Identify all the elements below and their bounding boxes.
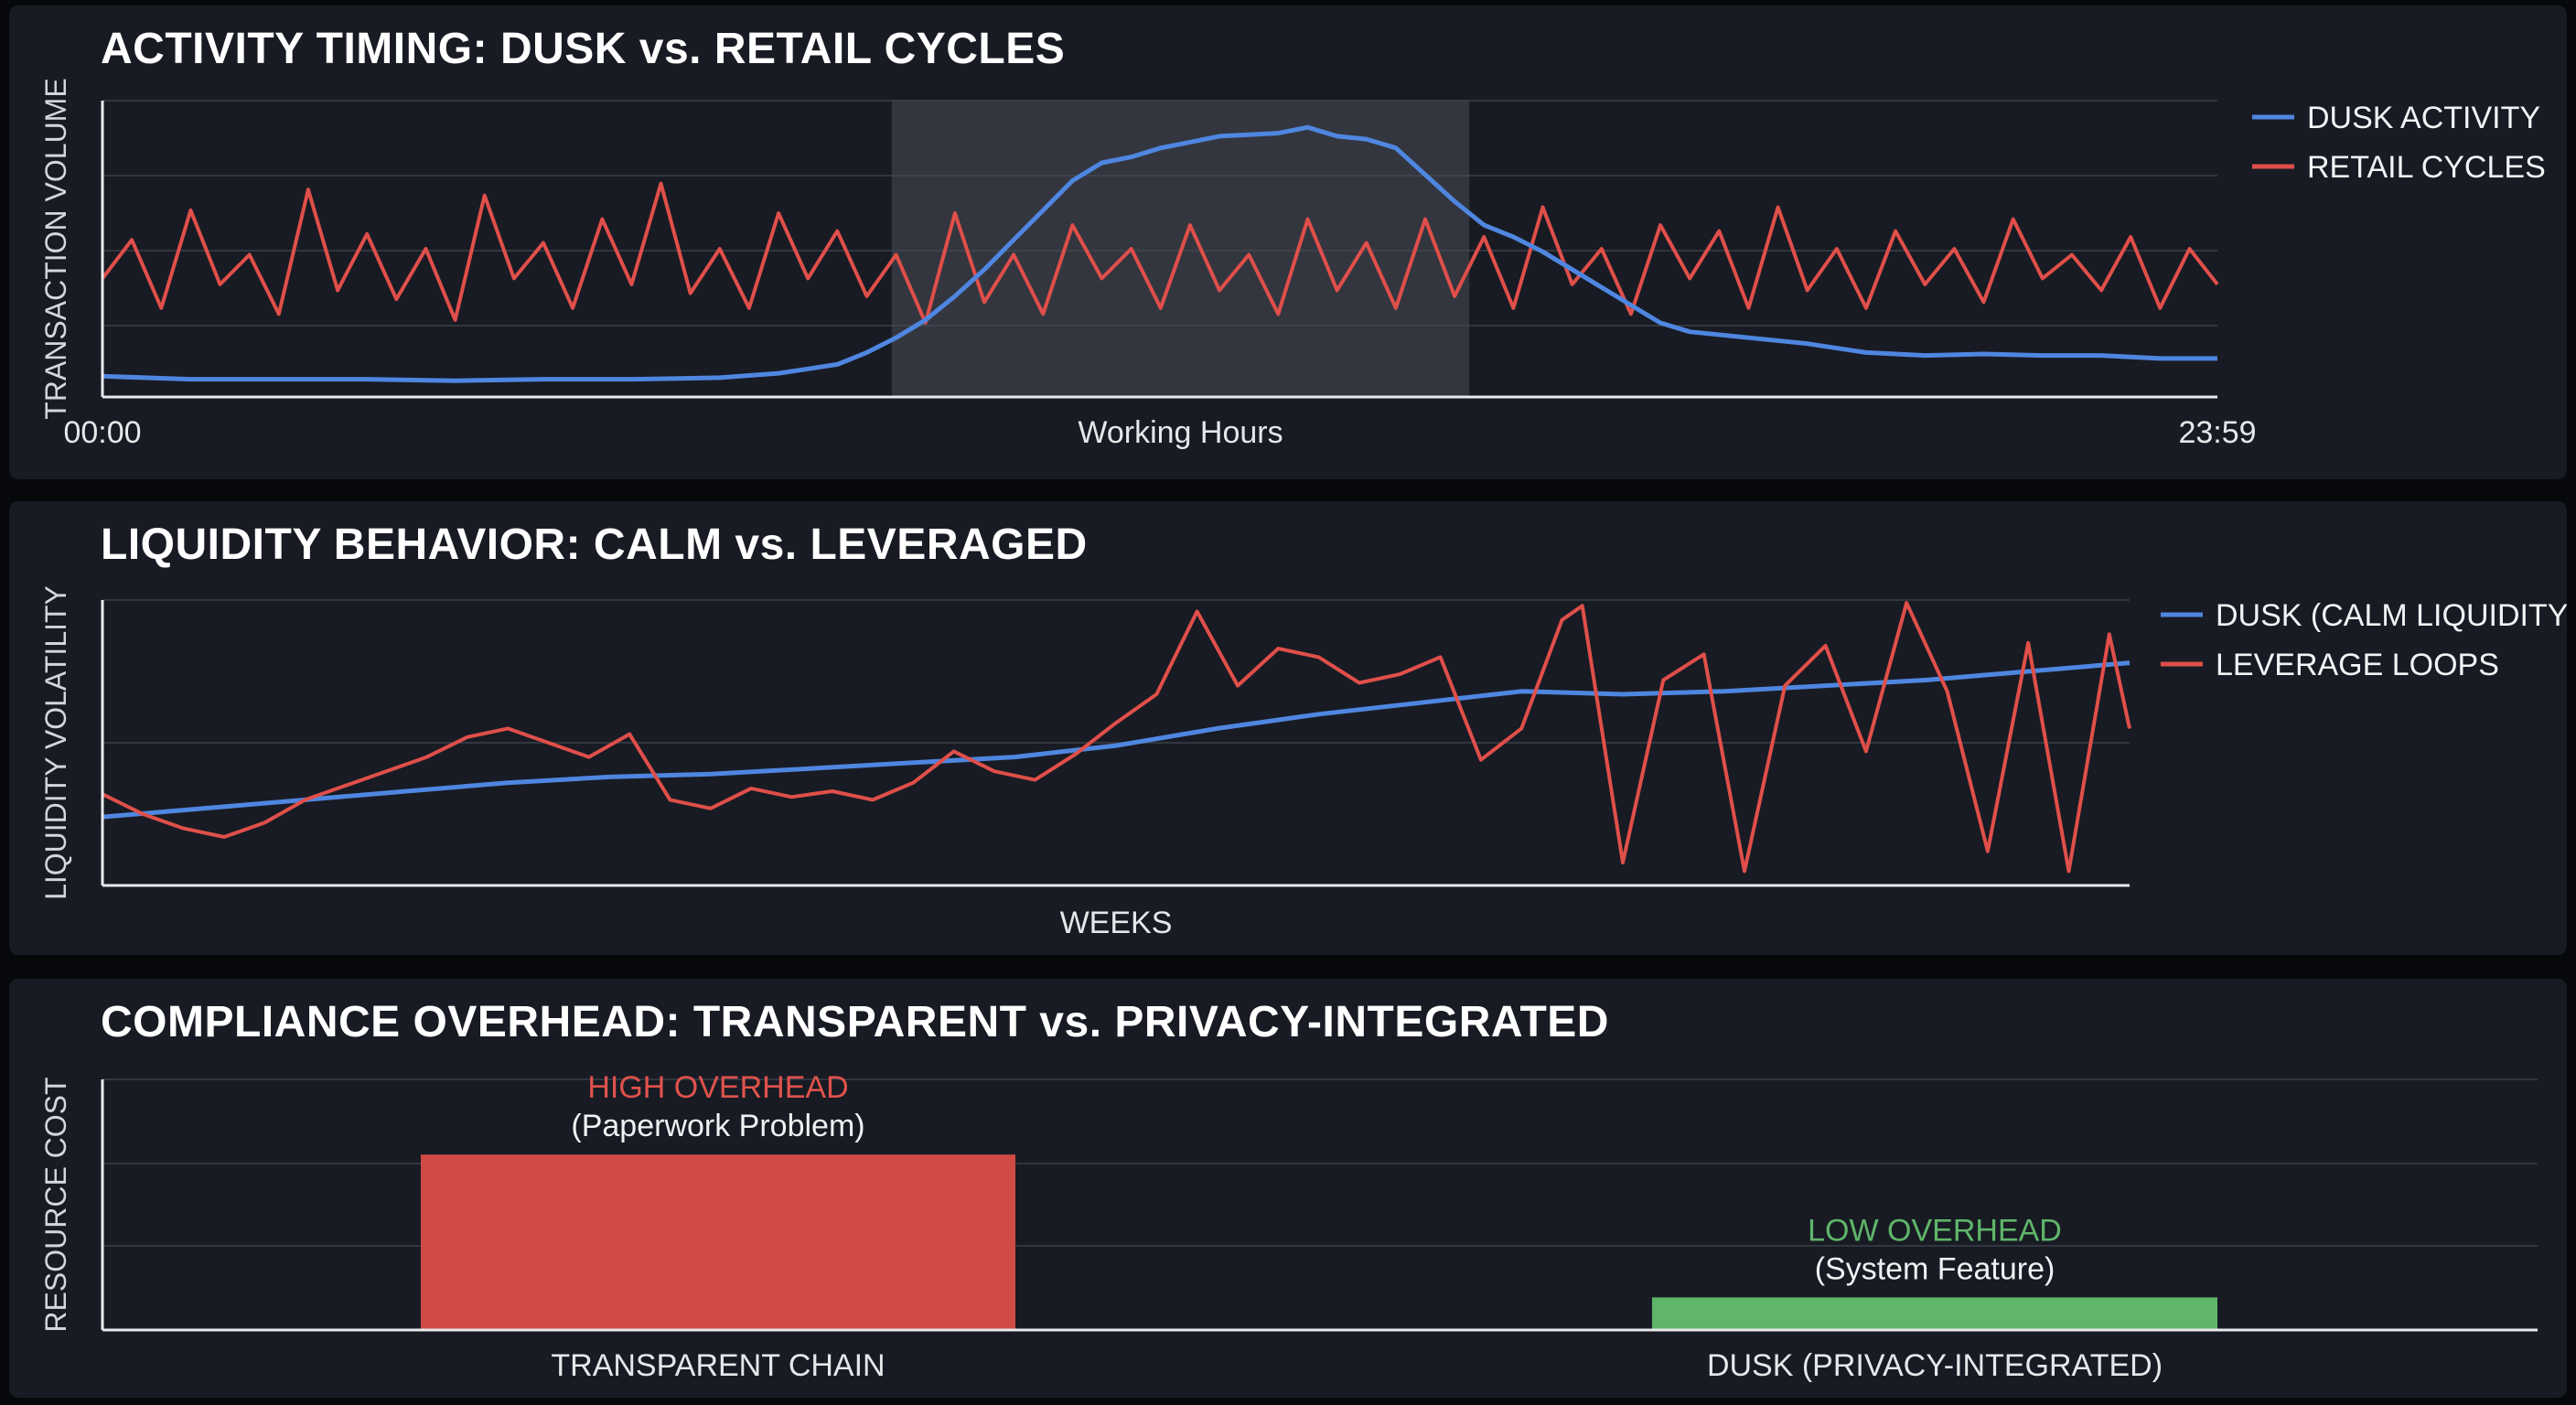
compliance-overhead-title: COMPLIANCE OVERHEAD: TRANSPARENT vs. PRI… xyxy=(101,998,1609,1046)
liquidity-behavior-title: LIQUIDITY BEHAVIOR: CALM vs. LEVERAGED xyxy=(101,520,1088,569)
activity-y-axis-title: TRANSACTION VOLUME xyxy=(39,78,72,419)
liquidity-grid xyxy=(102,599,2130,744)
legend-label-dusk-activity: DUSK ACTIVITY xyxy=(2307,101,2540,135)
dusk-calm-liquidity-line xyxy=(102,660,2131,820)
activity-timing-title: ACTIVITY TIMING: DUSK vs. RETAIL CYCLES xyxy=(101,25,1066,73)
bar-dusk-privacy-integrated xyxy=(1652,1297,2217,1330)
bar-transparent-chain xyxy=(421,1154,1015,1330)
compliance-overhead-chart: RESOURCE COST HIGH OVERHEAD (Paperwork P… xyxy=(39,1070,2538,1383)
dusk-activity-line xyxy=(102,124,2217,383)
annotation-system-feature: (System Feature) xyxy=(1815,1251,2055,1286)
liquidity-behavior-panel: LIQUIDITY BEHAVIOR: CALM vs. LEVERAGED L… xyxy=(9,501,2567,955)
activity-timing-panel: ACTIVITY TIMING: DUSK vs. RETAIL CYCLES … xyxy=(9,5,2567,479)
annotation-high-overhead: HIGH OVERHEAD xyxy=(587,1070,848,1105)
leverage-loops-line xyxy=(102,601,2131,874)
x-tick-end: 23:59 xyxy=(2178,415,2256,450)
category-label-transparent-chain: TRANSPARENT CHAIN xyxy=(551,1348,885,1383)
legend-label-leverage-loops: LEVERAGE LOOPS xyxy=(2216,648,2499,682)
x-tick-start: 00:00 xyxy=(63,415,141,450)
compliance-y-axis-title: RESOURCE COST xyxy=(39,1077,72,1332)
retail-cycles-line xyxy=(101,181,2219,325)
compliance-overhead-panel: COMPLIANCE OVERHEAD: TRANSPARENT vs. PRI… xyxy=(9,979,2567,1398)
liquidity-behavior-chart: LIQUIDITY VOLATILITY WEEKS DUSK (CALM LI… xyxy=(39,585,2567,940)
legend-label-dusk-calm-liquidity: DUSK (CALM LIQUIDITY) xyxy=(2216,598,2567,633)
annotation-low-overhead: LOW OVERHEAD xyxy=(1808,1213,2062,1248)
working-hours-label: Working Hours xyxy=(1078,415,1283,450)
annotation-paperwork-problem: (Paperwork Problem) xyxy=(571,1109,864,1143)
activity-timing-chart: TRANSACTION VOLUME 00:00 Working Hours 2… xyxy=(39,78,2546,450)
liquidity-x-axis-title: WEEKS xyxy=(1060,906,1173,940)
liquidity-y-axis-title: LIQUIDITY VOLATILITY xyxy=(39,585,72,900)
legend-label-retail-cycles: RETAIL CYCLES xyxy=(2307,150,2546,185)
activity-legend: DUSK ACTIVITY RETAIL CYCLES xyxy=(2252,101,2546,185)
liquidity-legend: DUSK (CALM LIQUIDITY) LEVERAGE LOOPS xyxy=(2161,598,2567,682)
category-label-dusk-privacy-integrated: DUSK (PRIVACY-INTEGRATED) xyxy=(1707,1348,2163,1383)
